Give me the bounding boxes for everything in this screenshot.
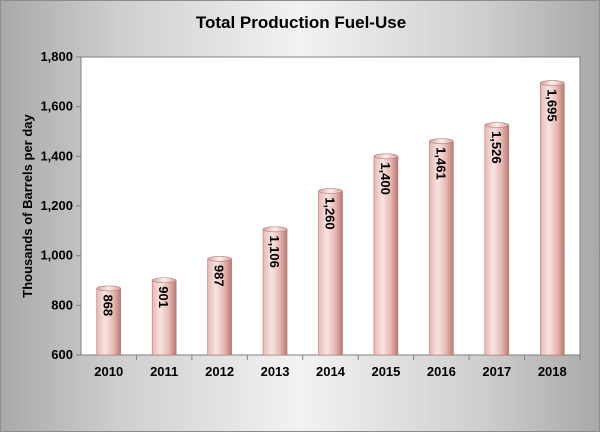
data-label: 901 [156,286,171,308]
bar-cap [207,256,232,262]
bar-cap [318,188,343,194]
y-tick-label: 600 [51,347,73,362]
data-label: 987 [212,265,227,287]
data-label: 1,695 [544,89,559,122]
x-tick-label: 2012 [205,364,234,379]
bar [429,140,454,356]
bar-cap [373,153,399,160]
bar-series: 868 901 987 1,106 1,260 1,400 1,461 1,526 1,695 [96,80,565,356]
x-tick-label: 2017 [482,364,511,379]
x-tick-label: 2010 [94,364,123,379]
bar-cap [484,122,510,128]
bar [539,82,565,356]
bar [207,258,232,356]
bar [373,156,399,356]
data-label: 1,106 [267,235,282,268]
data-label: 1,400 [378,162,393,195]
x-tick-label: 2013 [261,364,290,379]
bar [96,288,122,356]
bar-cap [262,226,288,233]
bar [318,190,343,356]
bar [151,279,177,356]
data-label: 1,461 [433,147,448,180]
x-tick-label: 2016 [427,364,456,379]
chart-title: Total Production Fuel-Use [195,13,407,32]
x-tick-label: 2018 [538,364,567,379]
bar [262,229,288,356]
y-tick-label: 1,000 [40,248,73,263]
data-label: 1,260 [323,197,338,230]
x-tick-label: 2015 [371,364,400,379]
data-label: 868 [101,294,116,316]
y-tick-label: 1,600 [40,99,73,114]
data-label: 1,526 [489,131,504,164]
y-axis: 600 800 1,000 1,200 1,400 1,600 1,800 [40,49,81,362]
y-axis-title: Thousands of Barrels per day [20,113,35,297]
y-tick-label: 1,800 [40,49,73,64]
y-tick-label: 800 [51,297,73,312]
bar-cap [96,285,122,292]
bar-cap [429,138,454,144]
x-tick-label: 2011 [150,364,178,379]
y-tick-label: 1,200 [40,198,73,213]
bar [484,124,510,356]
bar-cap [151,277,177,284]
bar-cap [539,80,565,86]
x-tick-label: 2014 [316,364,346,379]
y-tick-label: 1,400 [40,148,73,163]
x-axis: 2010 2011 2012 2013 2014 2015 2016 2017 2018 [94,355,581,379]
